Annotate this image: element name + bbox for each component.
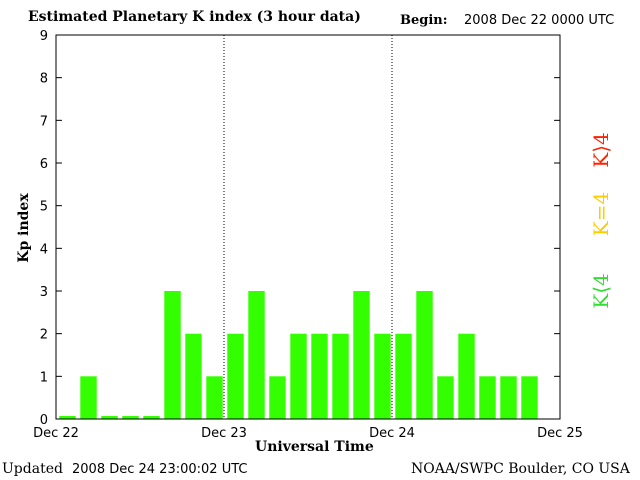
x-tick-label: Dec 23 bbox=[201, 426, 247, 441]
kp-bar bbox=[479, 376, 496, 419]
legend-k-greater-than-4: K⟩4 bbox=[589, 132, 613, 168]
kp-bar bbox=[500, 376, 517, 419]
kp-bar bbox=[101, 416, 118, 419]
kp-bar bbox=[437, 376, 454, 419]
kp-bar bbox=[164, 291, 181, 419]
begin-label: Begin: bbox=[400, 13, 448, 28]
kp-bar bbox=[248, 291, 265, 419]
kp-bar bbox=[416, 291, 433, 419]
y-tick-label: 1 bbox=[40, 370, 48, 385]
kp-bar bbox=[290, 333, 307, 419]
kp-bar bbox=[122, 416, 139, 419]
kp-bar bbox=[143, 416, 160, 419]
kp-bar bbox=[311, 333, 328, 419]
kp-bar bbox=[521, 376, 538, 419]
y-tick-label: 2 bbox=[40, 328, 48, 343]
kp-bar bbox=[458, 333, 475, 419]
y-tick-label: 4 bbox=[40, 242, 48, 257]
legend-k-equals-4: K=4 bbox=[589, 191, 613, 237]
y-tick-label: 0 bbox=[40, 413, 48, 428]
credit-text: NOAA/SWPC Boulder, CO USA bbox=[411, 461, 630, 477]
legend-k-less-than-4: K⟨4 bbox=[589, 273, 613, 309]
kp-bar bbox=[332, 333, 349, 419]
y-tick-label: 5 bbox=[40, 200, 48, 215]
chart-title: Estimated Planetary K index (3 hour data… bbox=[28, 9, 361, 25]
x-tick-label: Dec 22 bbox=[33, 426, 79, 441]
kp-bar bbox=[206, 376, 223, 419]
y-axis-label: Kp index bbox=[16, 193, 32, 263]
kp-bar bbox=[185, 333, 202, 419]
x-tick-label: Dec 24 bbox=[369, 426, 415, 441]
y-tick-label: 6 bbox=[40, 157, 48, 172]
kp-bar bbox=[80, 376, 97, 419]
begin-value: 2008 Dec 22 0000 UTC bbox=[464, 13, 615, 28]
kp-bar bbox=[269, 376, 286, 419]
y-tick-label: 8 bbox=[40, 72, 48, 87]
plot-frame bbox=[55, 34, 561, 420]
updated-timestamp: 2008 Dec 24 23:00:02 UTC bbox=[72, 462, 248, 477]
kp-bar bbox=[353, 291, 370, 419]
updated-label: Updated bbox=[2, 461, 63, 477]
kp-bar bbox=[59, 416, 76, 419]
x-axis-label: Universal Time bbox=[255, 439, 374, 455]
kp-bar bbox=[374, 333, 391, 419]
y-tick-label: 7 bbox=[40, 114, 48, 129]
kp-bar bbox=[395, 333, 412, 419]
kp-bar bbox=[227, 333, 244, 419]
x-tick-label: Dec 25 bbox=[537, 426, 583, 441]
y-tick-label: 3 bbox=[40, 285, 48, 300]
y-tick-label: 9 bbox=[40, 29, 48, 44]
